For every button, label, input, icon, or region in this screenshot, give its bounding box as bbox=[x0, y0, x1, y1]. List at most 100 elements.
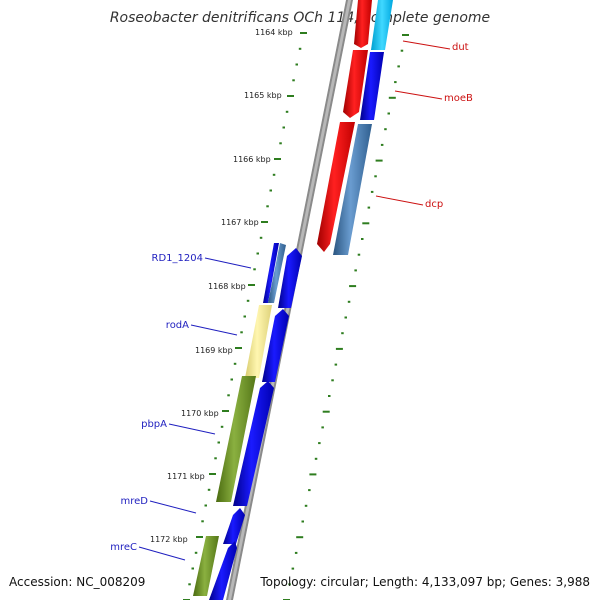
label-leader-line bbox=[402, 40, 451, 50]
reverse-strand-genes bbox=[317, 0, 393, 255]
minor-tick-mark bbox=[256, 252, 259, 255]
major-tick-mark bbox=[287, 95, 294, 97]
gene-label-moeB[interactable]: moeB bbox=[444, 93, 473, 104]
gene-moeB-red-arrow[interactable] bbox=[343, 50, 368, 118]
minor-tick-mark bbox=[243, 315, 246, 318]
tick-label: 1164 kbp bbox=[255, 28, 293, 37]
minor-tick-mark bbox=[357, 253, 361, 256]
minor-tick-mark bbox=[301, 520, 304, 523]
gene-label-rodA[interactable]: rodA bbox=[166, 320, 189, 331]
forward-strand-genes bbox=[193, 243, 302, 600]
major-tick-mark bbox=[309, 473, 317, 476]
major-tick-mark bbox=[274, 158, 281, 160]
minor-tick-mark bbox=[331, 379, 334, 382]
major-tick-mark bbox=[235, 347, 242, 349]
gene-dcp-arrow[interactable] bbox=[333, 124, 372, 255]
minor-tick-mark bbox=[246, 299, 250, 302]
gene-RD1_1204-steel-arrow[interactable] bbox=[268, 243, 286, 303]
gene-RD1_1204-arrow[interactable] bbox=[263, 243, 279, 303]
minor-tick-mark bbox=[282, 126, 285, 129]
label-leader-line bbox=[394, 90, 443, 100]
gene-mreC-blue-arrow[interactable] bbox=[209, 541, 237, 600]
minor-tick-mark bbox=[321, 426, 324, 429]
gene-label-RD1_1204[interactable]: RD1_1204 bbox=[152, 253, 203, 264]
gene-mreC-arrow[interactable] bbox=[193, 536, 219, 596]
minor-tick-mark bbox=[220, 425, 224, 428]
genome-summary-text: Topology: circular; Length: 4,133,097 bp… bbox=[259, 575, 590, 589]
gene-RD1_1204-blue-arrow[interactable] bbox=[278, 248, 302, 308]
gene-pbpA-arrow[interactable] bbox=[216, 376, 256, 502]
gene-dut-arrow[interactable] bbox=[354, 0, 372, 48]
minor-tick-mark bbox=[288, 583, 291, 586]
major-tick-mark bbox=[335, 347, 343, 350]
minor-tick-mark bbox=[387, 112, 390, 115]
minor-tick-mark bbox=[334, 363, 338, 366]
minor-tick-mark bbox=[191, 567, 194, 570]
minor-tick-mark bbox=[240, 331, 243, 334]
minor-tick-mark bbox=[367, 206, 371, 209]
gene-label-dut[interactable]: dut bbox=[452, 42, 469, 53]
minor-tick-mark bbox=[230, 378, 233, 381]
minor-tick-mark bbox=[397, 65, 400, 68]
minor-tick-mark bbox=[295, 63, 298, 66]
major-tick-mark bbox=[402, 34, 409, 36]
minor-tick-mark bbox=[201, 520, 204, 523]
tick-label: 1166 kbp bbox=[233, 155, 271, 164]
accession-text: Accession: NC_008209 bbox=[9, 575, 145, 589]
minor-tick-mark bbox=[214, 457, 217, 460]
major-tick-mark bbox=[362, 222, 370, 225]
major-tick-mark bbox=[388, 96, 396, 99]
major-tick-mark bbox=[296, 536, 304, 539]
minor-tick-mark bbox=[361, 238, 364, 240]
minor-tick-mark bbox=[298, 47, 302, 50]
major-tick-mark bbox=[196, 536, 203, 538]
major-tick-mark bbox=[209, 473, 216, 475]
gene-label-dcp[interactable]: dcp bbox=[425, 199, 443, 210]
tick-label: 1167 kbp bbox=[221, 218, 259, 227]
minor-tick-mark bbox=[370, 190, 374, 193]
gene-moeB-arrow[interactable] bbox=[360, 52, 384, 120]
minor-tick-mark bbox=[259, 236, 263, 239]
minor-tick-mark bbox=[384, 128, 387, 131]
minor-tick-mark bbox=[292, 79, 295, 82]
minor-tick-mark bbox=[207, 488, 211, 491]
label-leader-line bbox=[149, 500, 197, 514]
minor-tick-mark bbox=[279, 142, 282, 145]
gene-label-mreC[interactable]: mreC bbox=[110, 542, 137, 553]
label-leader-line bbox=[190, 324, 238, 336]
gene-pbpA-blue-arrow[interactable] bbox=[233, 381, 274, 506]
major-tick-mark bbox=[349, 285, 357, 288]
minor-tick-mark bbox=[272, 173, 276, 176]
gene-rodA-blue-arrow[interactable] bbox=[262, 309, 289, 382]
major-tick-mark bbox=[261, 221, 268, 223]
major-tick-mark bbox=[248, 284, 255, 286]
tick-label: 1165 kbp bbox=[244, 91, 282, 100]
tick-label: 1170 kbp bbox=[181, 409, 219, 418]
minor-tick-mark bbox=[374, 175, 377, 178]
gene-rodA-arrow[interactable] bbox=[245, 305, 272, 378]
minor-tick-mark bbox=[304, 504, 308, 507]
gene-cds-arrow[interactable] bbox=[371, 0, 393, 50]
minor-tick-mark bbox=[204, 504, 207, 507]
tick-label: 1168 kbp bbox=[208, 282, 246, 291]
map-title: Roseobacter denitrificans OCh 114, compl… bbox=[110, 10, 490, 26]
minor-tick-mark bbox=[308, 489, 311, 492]
gene-label-pbpA[interactable]: pbpA bbox=[141, 419, 167, 430]
minor-tick-mark bbox=[400, 49, 404, 52]
gene-dcp-red-arrow[interactable] bbox=[317, 122, 355, 252]
minor-tick-mark bbox=[354, 269, 357, 272]
minor-tick-mark bbox=[194, 551, 198, 554]
label-leader-line bbox=[138, 546, 186, 561]
major-tick-mark bbox=[300, 32, 307, 34]
label-leader-line bbox=[375, 195, 424, 206]
major-tick-mark bbox=[322, 410, 330, 413]
major-tick-mark bbox=[375, 159, 383, 162]
kbp-tick-labels: 1164 kbp 1165 kbp 1166 kbp 1167 kbp 1168… bbox=[150, 28, 293, 544]
gene-mreD-arrow[interactable] bbox=[223, 508, 245, 544]
major-tick-mark bbox=[222, 410, 229, 412]
minor-tick-mark bbox=[253, 268, 256, 271]
kbp-tick-track bbox=[183, 32, 307, 600]
gene-label-mreD[interactable]: mreD bbox=[121, 496, 149, 507]
tick-label: 1172 kbp bbox=[150, 535, 188, 544]
